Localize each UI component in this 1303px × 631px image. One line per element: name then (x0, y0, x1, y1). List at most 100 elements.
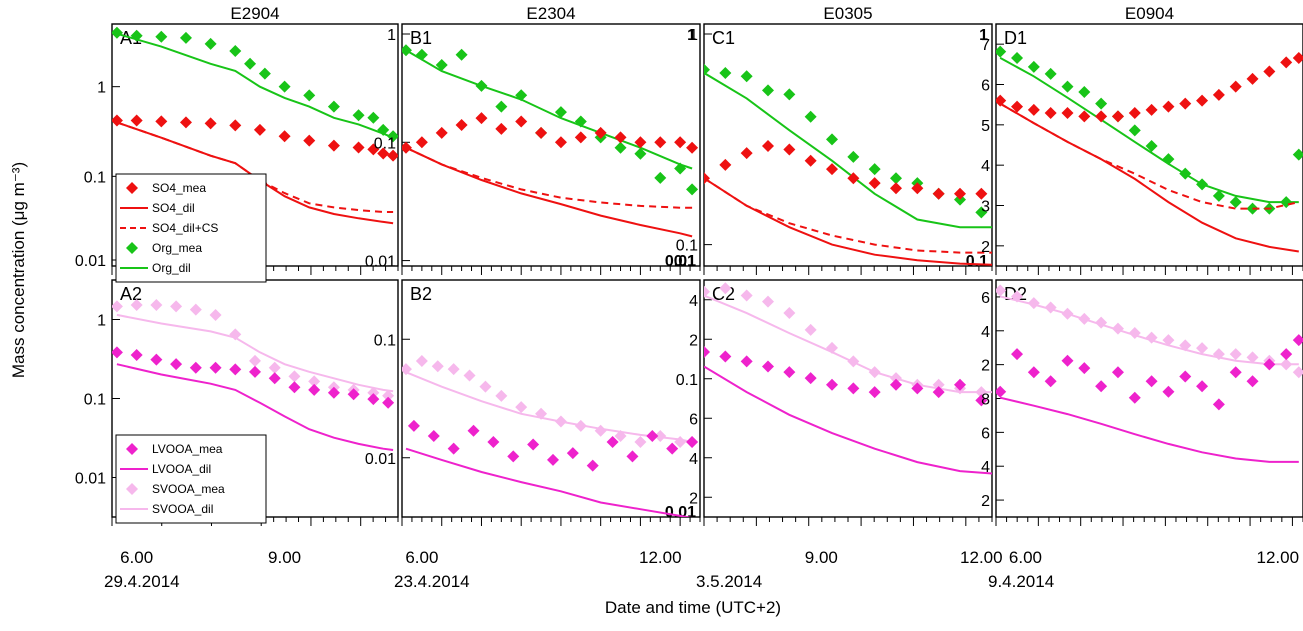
panel-data (704, 63, 992, 266)
marker-SO4_mea (155, 115, 168, 128)
marker-Org_mea (455, 48, 468, 61)
panel-data (402, 44, 699, 238)
marker-Org_mea (244, 57, 257, 70)
marker-Org_mea (179, 31, 192, 44)
marker-LVOOA_mea (762, 360, 774, 373)
marker-SVOOA_mea (740, 289, 753, 302)
column-title-D: E0904 (1125, 4, 1174, 23)
marker-SVOOA_mea (674, 435, 687, 448)
marker-LVOOA_mea (996, 385, 1007, 398)
marker-LVOOA_mea (783, 366, 796, 379)
marker-SO4_mea (1263, 65, 1276, 78)
y-tick-label: 1 (97, 80, 106, 97)
marker-LVOOA_mea (566, 447, 579, 460)
marker-LVOOA_mea (954, 378, 966, 391)
panel-data (704, 282, 992, 475)
y-tick-label: 0.1 (676, 238, 698, 255)
marker-SO4_mea (1095, 110, 1108, 123)
marker-SO4_mea (1162, 100, 1175, 113)
marker-Org_mea (1145, 140, 1158, 153)
y-tick-label: 0.1 (84, 169, 106, 186)
marker-LVOOA_mea (1011, 348, 1024, 361)
panel-label: D1 (1004, 28, 1027, 48)
marker-SVOOA_mea (209, 308, 222, 321)
marker-LVOOA_mea (1095, 380, 1108, 393)
marker-SO4_mea (704, 172, 710, 185)
marker-SO4_mea (686, 141, 699, 154)
panel-label: B1 (410, 28, 432, 48)
marker-SO4_mea (975, 187, 988, 200)
line-SO4_dil+CS (405, 146, 693, 209)
y-tick-label: 0.01 (75, 253, 106, 270)
y-tick-label-right: 1 (979, 27, 988, 44)
marker-SO4_mea (574, 131, 587, 144)
line-SO4_dil+CS (704, 177, 992, 254)
marker-SO4_mea (1292, 51, 1303, 64)
marker-Org_mea (614, 141, 627, 154)
marker-SVOOA_mea (170, 300, 183, 313)
marker-LVOOA_mea (847, 382, 860, 395)
marker-SO4_mea (1044, 107, 1057, 120)
marker-LVOOA_mea (911, 382, 924, 395)
marker-SVOOA_mea (783, 307, 796, 320)
marker-Org_mea (387, 130, 398, 143)
marker-LVOOA_mea (890, 378, 902, 391)
marker-LVOOA_mea (130, 348, 143, 361)
y-tick-label: 3 (981, 199, 990, 216)
panel-data (402, 354, 699, 517)
marker-SVOOA_mea (1162, 334, 1175, 347)
line-SO4_dil (405, 146, 693, 238)
marker-Org_mea (554, 106, 567, 119)
legend-marker (126, 182, 138, 194)
marker-Org_mea (258, 67, 271, 80)
y-tick-label: 6 (689, 411, 698, 428)
y-tick-label: 6 (981, 78, 990, 95)
panel-frame (401, 279, 701, 518)
marker-LVOOA_mea (1229, 366, 1242, 379)
marker-SO4_mea (475, 112, 488, 125)
marker-Org_mea (740, 70, 753, 83)
marker-SO4_mea (278, 130, 291, 143)
line-SO4_dil+CS (116, 121, 394, 213)
marker-SO4_mea (515, 115, 528, 128)
marker-Org_mea (1095, 97, 1108, 110)
panel-label: B2 (410, 284, 432, 304)
marker-SVOOA_mea (382, 389, 395, 402)
figure-x-axis-label: Date and time (UTC+2) (605, 598, 781, 617)
marker-SO4_mea (932, 187, 945, 200)
marker-SVOOA_mea (367, 386, 380, 399)
marker-LVOOA_mea (1078, 362, 1091, 375)
y-tick-label: 0.1 (374, 332, 396, 349)
marker-SO4_mea (890, 182, 902, 195)
panel-C1: 0.1 1 1 0.1 C1 (676, 23, 993, 275)
marker-Org_mea (634, 147, 647, 160)
marker-LVOOA_mea (288, 381, 301, 394)
legend-label: SVOOA_mea (152, 482, 225, 496)
panel-label: A2 (120, 284, 142, 304)
y-tick-label: 0.01 (365, 254, 396, 271)
y-tick-label: 0.01 (75, 471, 106, 488)
marker-Org_mea (204, 37, 217, 50)
panel-D1: 2 3 4 5 6 7 D1 (981, 23, 1303, 275)
marker-SVOOA_mea (415, 354, 428, 367)
marker-LVOOA_mea (170, 358, 183, 371)
marker-LVOOA_mea (209, 361, 222, 374)
legend-bottom: LVOOA_mea LVOOA_dil SVOOA_mea SVOOA_dil (115, 434, 267, 524)
marker-SO4_mea (1145, 103, 1158, 116)
y-tick-label: 6 (981, 290, 990, 307)
y-tick-label: 2 (689, 490, 698, 507)
marker-LVOOA_mea (586, 459, 599, 472)
legend-marker (126, 242, 138, 254)
marker-LVOOA_mea (1044, 375, 1057, 388)
marker-LVOOA_mea (527, 438, 540, 451)
panel-D2: 2468246D2 (981, 279, 1303, 526)
line-LVOOA_dil (116, 363, 394, 451)
marker-Org_mea (303, 89, 316, 102)
marker-LVOOA_mea (150, 353, 163, 366)
marker-SVOOA_mea (704, 285, 710, 298)
marker-LVOOA_mea (740, 355, 753, 368)
marker-LVOOA_mea (626, 450, 639, 463)
